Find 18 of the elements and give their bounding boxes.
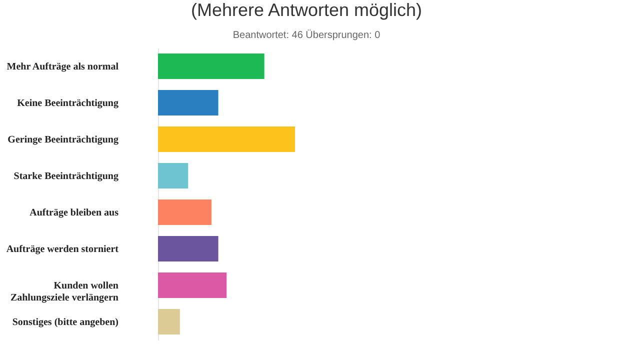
bar	[158, 90, 218, 116]
bar	[158, 308, 180, 335]
y-tick-label: Mehr Aufträge als normal	[6, 61, 119, 72]
bar	[158, 236, 218, 262]
bar	[158, 272, 226, 298]
bar	[158, 126, 295, 152]
y-tick-label: Aufträge werden storniert	[6, 244, 120, 255]
y-tick-label: Sonstiges (bitte angeben)	[12, 316, 118, 328]
y-tick-label: Geringe Beeinträchtigung	[8, 134, 118, 146]
chart-subtitle: Beantwortet: 46 Übersprungen: 0	[232, 29, 381, 41]
bar	[158, 53, 264, 80]
y-tick-label: Starke Beeinträchtigung	[14, 170, 118, 182]
y-tick-label: Keine Beeinträchtigung	[17, 98, 118, 109]
y-tick-label: Aufträge bleiben aus	[30, 207, 119, 218]
bar	[158, 199, 212, 226]
bar	[158, 162, 188, 189]
chart-title: (Mehrere Antworten möglich)	[190, 0, 422, 20]
y-tick-label: Kunden wollen Zahlungsziele verlängern	[10, 280, 119, 304]
